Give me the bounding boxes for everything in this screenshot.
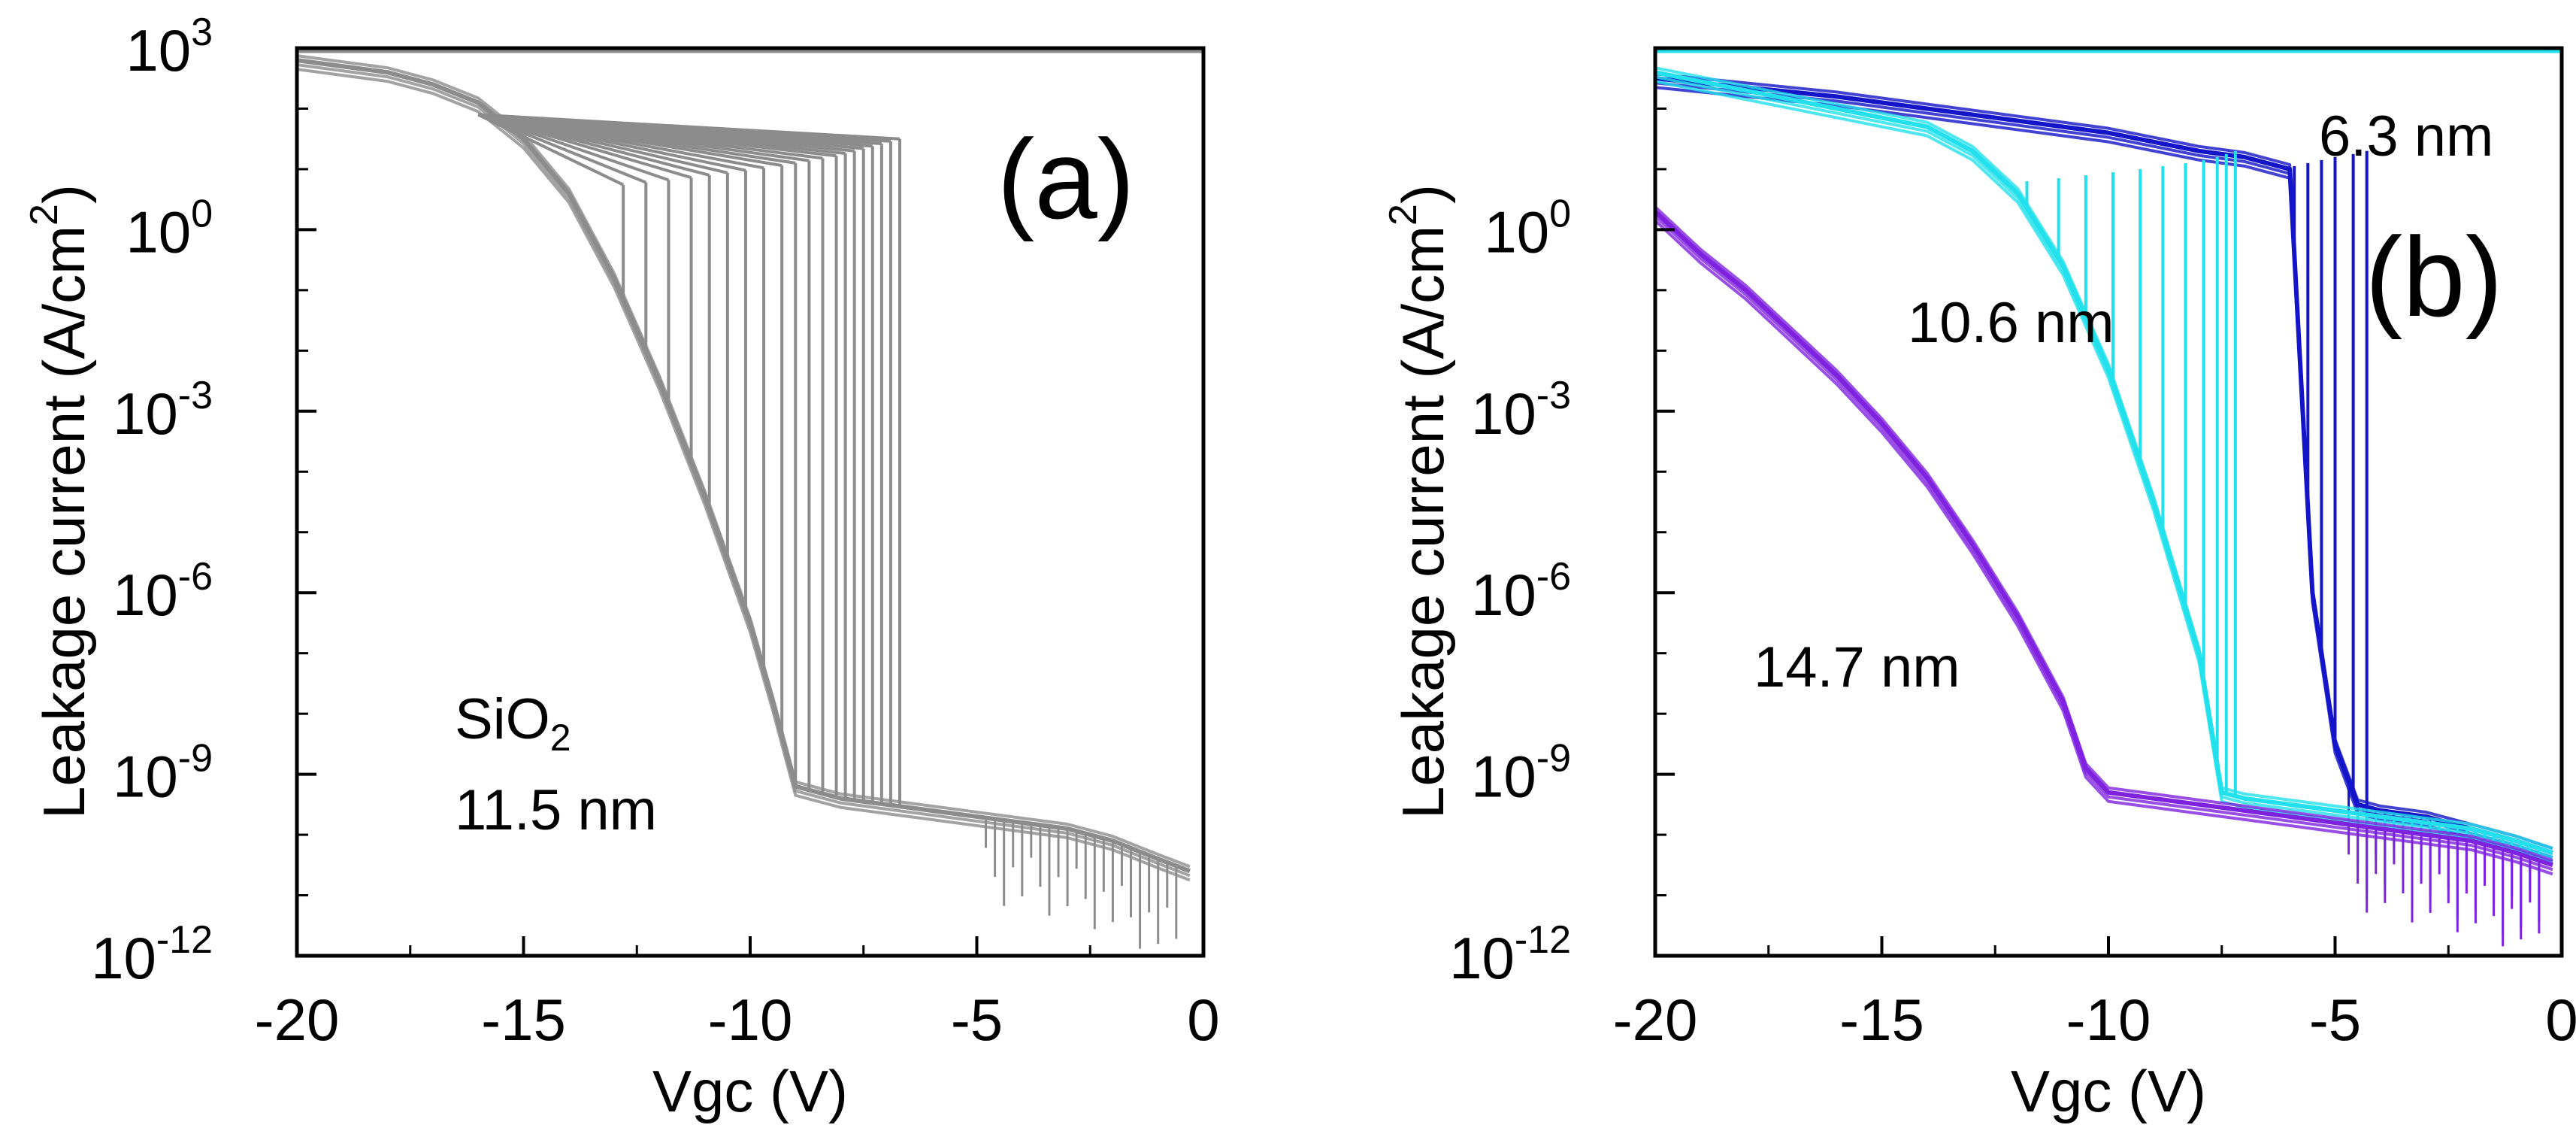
panel-b-annotation-14-7-nm: 14.7 nm: [1754, 635, 1960, 699]
panel-a-x-tick-label-0: -20: [255, 987, 340, 1053]
panel-b-y-tick-label-0: 100: [1484, 192, 1571, 265]
panel-b-x-tick-label-2: -10: [2066, 987, 2151, 1053]
panel-b-series-2: [1655, 205, 2553, 947]
panel-a-series-0-plateau-18: [477, 113, 647, 184]
panel-b-series-2-curve-2: [1655, 205, 2553, 863]
panel-a-y-tick-exponent-4: -9: [178, 737, 213, 781]
panel-b-y-tick-base-2: 10: [1471, 562, 1536, 628]
panel-a-y-label-close: ): [31, 184, 97, 204]
panel-b-series-group: [1655, 49, 2562, 947]
panel-a-series-0: [297, 49, 1203, 949]
panel-b-y-tick-exponent-1: -3: [1536, 374, 1571, 417]
panel-b-label: (b): [2365, 214, 2502, 340]
panel-a-series-0-plateau-19: [477, 113, 625, 186]
panel-a-y-label-main: Leakage current (A/cm: [31, 226, 97, 819]
panel-a-y-tick-base-4: 10: [113, 744, 178, 810]
panel-b-annotation-6-3-nm: 6.3 nm: [2319, 105, 2493, 168]
panel-b-y-tick-label-4: 10-12: [1449, 918, 1571, 991]
panel-b-x-axis-label: Vgc (V): [2011, 1058, 2206, 1124]
panel-a-y-tick-base-1: 10: [126, 199, 191, 265]
panel-a-series-0-curve-3: [297, 68, 1191, 882]
panel-b-y-tick-label-2: 10-6: [1471, 555, 1571, 628]
panel-b-y-label-main: Leakage current (A/cm: [1390, 226, 1456, 819]
panel-a-y-tick-exponent-5: -12: [156, 918, 213, 962]
panel-b-y-tick-exponent-4: -12: [1515, 918, 1571, 962]
panel-a-series-0-curve-2: [297, 54, 1191, 869]
panel-a-x-axis-label: Vgc (V): [652, 1058, 848, 1124]
panel-b-series-0-curve-0: [1655, 76, 2553, 856]
panel-b-y-tick-exponent-3: -9: [1536, 737, 1571, 781]
panel-b-series-0-curve-2: [1655, 72, 2553, 850]
panel-b-y-tick-base-4: 10: [1449, 925, 1515, 991]
panel-a-label: (a): [997, 116, 1134, 242]
panel-a-y-tick-base-0: 10: [126, 17, 191, 83]
panel-a-series-0-plateau-16: [477, 113, 692, 180]
panel-a-y-label-superscript: 2: [23, 204, 66, 226]
panel-b-x-tick-label-4: 0: [2545, 987, 2576, 1053]
panel-a-material-text: SiO: [455, 687, 550, 751]
panel-a-y-tick-label-0: 103: [126, 11, 213, 83]
panel-b-y-tick-label-3: 10-9: [1471, 737, 1571, 810]
panel-b-y-tick-label-1: 10-3: [1471, 374, 1571, 447]
panel-b-series-1-curve-1: [1655, 75, 2553, 860]
panel-a-y-tick-base-3: 10: [113, 562, 178, 628]
panel-a-y-tick-exponent-3: -6: [178, 555, 213, 599]
panel-a-x-tick-label-1: -15: [481, 987, 566, 1053]
panel-a-y-tick-base-2: 10: [113, 381, 178, 447]
panel-b-y-label-close: ): [1390, 184, 1456, 204]
panel-a-y-tick-label-2: 10-3: [113, 374, 213, 447]
panel-b-y-axis-label: Leakage current (A/cm2): [1382, 184, 1456, 819]
panel-b-x-tick-label-3: -5: [2309, 987, 2361, 1053]
panel-b-series-0-curve-3: [1655, 86, 2553, 864]
panel-a-annotation-material: SiO2: [455, 687, 571, 759]
panel-a-y-tick-base-5: 10: [91, 925, 156, 991]
panel-b-x-axis: -20 -15 -10 -5 0: [1613, 936, 2576, 1053]
panel-a-annotation-thickness: 11.5 nm: [455, 778, 657, 842]
panel-b-y-label-superscript: 2: [1382, 204, 1425, 226]
panel-b-series-1-curve-2: [1655, 66, 2553, 850]
panel-b-y-tick-base-3: 10: [1471, 744, 1536, 810]
panel-b-x-tick-label-1: -15: [1839, 987, 1924, 1053]
panel-a-x-axis: -20 -15 -10 -5 0: [255, 936, 1220, 1053]
panel-b-annotation-10-6-nm: 10.6 nm: [1908, 291, 2114, 355]
panel-b-y-tick-base-1: 10: [1471, 381, 1536, 447]
panel-a-series-group: [297, 49, 1203, 949]
panel-a-y-tick-label-4: 10-9: [113, 737, 213, 810]
panel-a-y-tick-exponent-1: 0: [191, 192, 213, 235]
panel-b-x-tick-label-0: -20: [1613, 987, 1698, 1053]
panel-a-y-tick-label-3: 10-6: [113, 555, 213, 628]
panel-a-y-tick-label-1: 100: [126, 192, 213, 265]
panel-a-x-tick-label-3: -5: [951, 987, 1003, 1053]
panel-a-y-tick-label-5: 10-12: [91, 918, 213, 991]
panel-a-material-subscript: 2: [550, 717, 571, 759]
panel-a-x-tick-label-4: 0: [1187, 987, 1219, 1053]
panel-b-y-tick-exponent-0: 0: [1549, 192, 1571, 235]
panel-b-y-tick-base-0: 10: [1484, 199, 1549, 265]
panel-b-series-1-curve-3: [1655, 80, 2553, 864]
panel-a-y-axis-label: Leakage current (A/cm2): [23, 184, 97, 819]
panel-b-y-tick-exponent-2: -6: [1536, 555, 1571, 599]
panel-a-x-tick-label-2: -10: [708, 987, 793, 1053]
panel-b-series-1-curve-0: [1655, 70, 2553, 856]
panel-a-y-tick-exponent-0: 3: [191, 11, 213, 54]
panel-a-y-tick-exponent-2: -3: [178, 374, 213, 417]
panel-b-series-0-curve-1: [1655, 81, 2553, 860]
panel-a-series-0-plateau-17: [477, 113, 670, 182]
